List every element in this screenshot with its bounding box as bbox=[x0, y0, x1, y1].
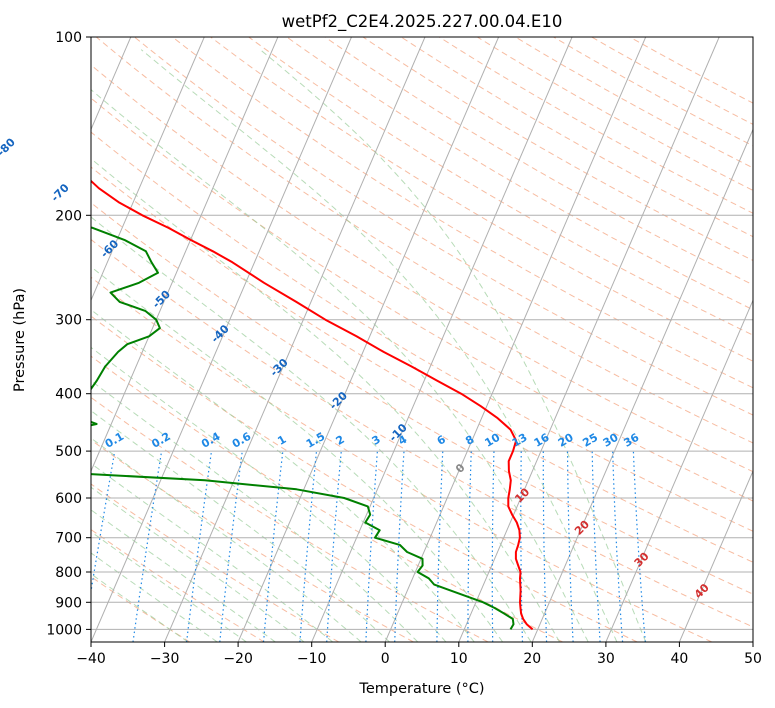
moist-adiabat-line bbox=[259, 49, 647, 642]
moist-adiabat-line bbox=[91, 266, 504, 642]
dry-adiabat-line bbox=[438, 37, 753, 214]
dry-adiabat-line bbox=[324, 37, 753, 286]
mixing-ratio-line bbox=[542, 451, 548, 642]
isotherm-line bbox=[752, 640, 753, 642]
isotherm-label: -80 bbox=[0, 135, 18, 158]
y-tick-label: 200 bbox=[55, 208, 82, 224]
y-tick-label: 800 bbox=[55, 565, 82, 581]
dry-adiabat-line bbox=[91, 315, 638, 642]
y-tick-label: 300 bbox=[55, 313, 82, 329]
x-tick-label: −10 bbox=[297, 651, 327, 667]
dry-adiabat-line bbox=[400, 37, 753, 238]
mixing-ratio-line bbox=[219, 451, 243, 642]
x-axis-title: Temperature (°C) bbox=[358, 681, 484, 697]
grid-layer bbox=[0, 37, 753, 642]
dry-adiabat-line bbox=[91, 483, 340, 642]
mixing-ratio-line bbox=[91, 450, 116, 595]
dry-adiabat-line bbox=[91, 202, 753, 595]
moist-adiabat-line bbox=[91, 509, 276, 642]
isotherm-line bbox=[531, 128, 753, 642]
dry-adiabat-line bbox=[515, 37, 753, 169]
moist-adiabat-line bbox=[91, 410, 390, 642]
isotherm-line bbox=[164, 37, 426, 642]
moist-adiabat-line bbox=[91, 573, 189, 642]
axis-layer: −40 −30 −20 −10 0 10 20 30 40 50 100 200 300 400 500 60… bbox=[46, 30, 762, 667]
x-tick-label: −40 bbox=[76, 651, 106, 667]
temperature-line bbox=[91, 179, 534, 631]
mixing-ratio-line bbox=[632, 451, 646, 642]
isotherm-line bbox=[605, 298, 753, 642]
x-tick-label: 50 bbox=[744, 651, 762, 667]
mixing-ratio-line bbox=[326, 451, 342, 642]
x-tick-label: 10 bbox=[450, 651, 468, 667]
dry-adiabat-line bbox=[91, 166, 753, 563]
mixing-ratio-line bbox=[491, 451, 495, 642]
x-tick-label: 40 bbox=[670, 651, 688, 667]
mixing-ratio-line bbox=[436, 451, 444, 642]
mixing-ratio-line bbox=[394, 451, 405, 642]
isotherm-line bbox=[384, 37, 647, 642]
y-tick-label: 600 bbox=[55, 491, 82, 507]
isotherm-line bbox=[311, 37, 573, 642]
isotherm-line bbox=[0, 37, 57, 642]
isotherm-label: -70 bbox=[49, 181, 72, 204]
chart-title: wetPf2_C2E4.2025.227.00.04.E10 bbox=[282, 12, 563, 32]
y-axis-title: Pressure (hPa) bbox=[12, 288, 28, 392]
isotherm-line bbox=[458, 37, 720, 642]
x-tick-label: −30 bbox=[150, 651, 180, 667]
y-tick-label: 400 bbox=[55, 387, 82, 403]
dry-adiabat-line bbox=[286, 37, 753, 311]
mixing-ratio-line bbox=[365, 451, 378, 642]
dry-adiabat-line bbox=[95, 37, 753, 444]
plot-frame bbox=[90, 36, 754, 643]
isotherm-line bbox=[678, 469, 753, 642]
mixing-ratio-line bbox=[566, 451, 574, 642]
mixing-ratio-line bbox=[467, 451, 472, 642]
isotherm-line bbox=[237, 37, 500, 642]
y-tick-label: 900 bbox=[55, 595, 82, 611]
moist-adiabat-line bbox=[91, 531, 247, 642]
dewpoint-line bbox=[91, 226, 515, 630]
mixing-ratio-line bbox=[132, 451, 163, 642]
moist-adiabat-line bbox=[91, 158, 561, 642]
mixing-ratio-line bbox=[262, 451, 284, 642]
moist-adiabat-line bbox=[91, 88, 589, 642]
mixing-ratio-line bbox=[591, 451, 601, 642]
x-tick-label: 0 bbox=[381, 651, 390, 667]
mixing-ratio-line bbox=[299, 451, 318, 642]
mixing-ratio-line bbox=[186, 451, 213, 642]
isotherm-line bbox=[91, 37, 205, 302]
y-tick-label: 500 bbox=[55, 444, 82, 460]
series-layer bbox=[91, 179, 534, 631]
x-tick-label: 30 bbox=[597, 651, 615, 667]
dry-adiabat-line bbox=[362, 37, 753, 261]
moist-adiabat-line bbox=[91, 216, 532, 642]
x-tick-label: 20 bbox=[523, 651, 541, 667]
moist-adiabat-line bbox=[91, 309, 475, 642]
moist-adiabat-line bbox=[91, 552, 218, 642]
isotherm-line bbox=[91, 37, 279, 473]
dry-adiabat-line bbox=[248, 37, 753, 336]
dry-adiabat-line bbox=[477, 37, 753, 191]
isotherm-line bbox=[91, 37, 352, 642]
moist-adiabat-line bbox=[91, 437, 362, 642]
moist-adiabat-line bbox=[91, 486, 305, 642]
mixing-ratio-line bbox=[612, 451, 624, 642]
plot-background bbox=[91, 37, 753, 642]
y-tick-label: 1000 bbox=[46, 622, 82, 638]
dry-adiabat-line bbox=[91, 355, 563, 642]
y-tick-label: 700 bbox=[55, 531, 82, 547]
dry-adiabat-line bbox=[553, 37, 753, 147]
dry-adiabat-line bbox=[91, 238, 753, 628]
y-tick-label: 100 bbox=[55, 30, 82, 46]
x-tick-label: −20 bbox=[223, 651, 253, 667]
dry-adiabat-line bbox=[91, 64, 753, 473]
